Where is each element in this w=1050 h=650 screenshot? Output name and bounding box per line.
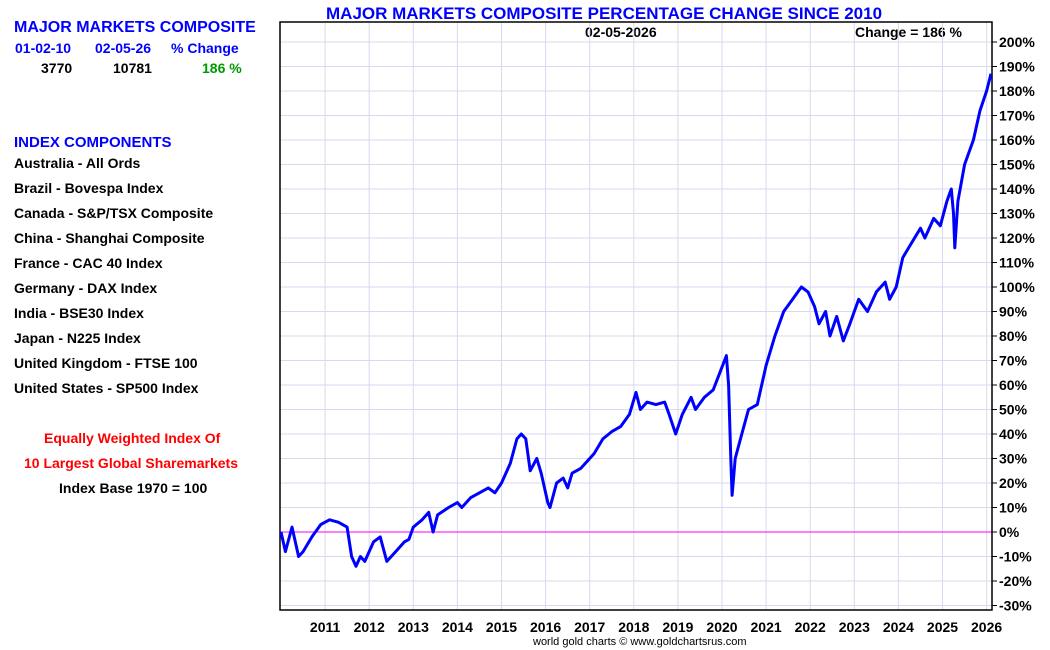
y-tick-label: 160% [999,132,1035,148]
x-tick-label: 2019 [662,619,693,635]
x-tick-label: 2015 [486,619,517,635]
y-tick-label: -10% [999,549,1032,565]
component-item: Brazil - Bovespa Index [14,180,164,196]
components-heading: INDEX COMPONENTS [14,134,172,151]
y-tick-label: -30% [999,598,1032,614]
y-tick-label: 0% [999,524,1020,540]
change-label: Change = 186 % [855,24,962,40]
start-value: 3770 [41,60,73,76]
start-date-header: 01-02-10 [15,40,72,56]
x-tick-label: 2025 [927,619,958,635]
y-tick-label: 170% [999,108,1035,124]
y-tick-label: 60% [999,377,1028,393]
component-item: United Kingdom - FTSE 100 [14,355,198,371]
x-tick-label: 2018 [618,619,649,635]
x-tick-label: 2020 [706,619,737,635]
summary-title: MAJOR MARKETS COMPOSITE [14,19,256,36]
y-tick-label: 70% [999,353,1028,369]
y-tick-label: 110% [999,255,1035,271]
component-item: Germany - DAX Index [14,280,158,296]
x-tick-label: 2026 [971,619,1002,635]
y-tick-label: 90% [999,304,1028,320]
y-tick-label: 190% [999,59,1035,75]
component-item: United States - SP500 Index [14,380,199,396]
change-header: % Change [171,40,239,56]
plot-frame [279,21,993,611]
footer-credit: world gold charts © www.goldchartsrus.co… [533,636,747,648]
end-date-header: 02-05-26 [95,40,152,56]
component-item: Canada - S&P/TSX Composite [14,205,214,221]
x-tick-label: 2023 [839,619,870,635]
y-tick-label: 40% [999,426,1028,442]
x-tick-label: 2022 [795,619,826,635]
x-tick-label: 2013 [398,619,429,635]
y-tick-label: 50% [999,402,1028,418]
end-value: 10781 [113,60,152,76]
y-tick-label: 180% [999,83,1035,99]
note-line-3: Index Base 1970 = 100 [59,480,208,496]
y-tick-label: 30% [999,451,1028,467]
x-tick-label: 2012 [354,619,385,635]
note-line-2: 10 Largest Global Sharemarkets [24,455,238,471]
x-tick-label: 2011 [310,619,341,635]
x-tick-label: 2016 [530,619,561,635]
date-label: 02-05-2026 [585,24,657,40]
series-line [279,73,993,568]
y-tick-label: -20% [999,573,1032,589]
x-tick-label: 2017 [574,619,605,635]
component-item: France - CAC 40 Index [14,255,163,271]
y-tick-label: 140% [999,181,1035,197]
y-tick-label: 100% [999,279,1035,295]
component-item: Japan - N225 Index [14,330,141,346]
y-tick-label: 200% [999,34,1035,50]
y-tick-label: 80% [999,328,1028,344]
y-tick-label: 150% [999,157,1035,173]
component-item: China - Shanghai Composite [14,230,205,246]
chart-title: MAJOR MARKETS COMPOSITE PERCENTAGE CHANG… [326,4,883,23]
y-tick-label: 10% [999,500,1028,516]
note-line-1: Equally Weighted Index Of [44,430,221,446]
component-item: India - BSE30 Index [14,305,144,321]
x-tick-label: 2024 [883,619,914,635]
component-item: Australia - All Ords [14,155,141,171]
change-value: 186 % [202,60,242,76]
y-tick-label: 130% [999,206,1035,222]
y-tick-label: 120% [999,230,1035,246]
y-tick-label: 20% [999,475,1028,491]
x-tick-label: 2021 [751,619,782,635]
x-tick-label: 2014 [442,619,473,635]
